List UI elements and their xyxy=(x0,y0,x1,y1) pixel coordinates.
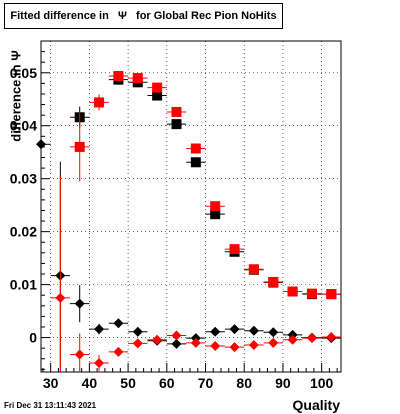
x-tick-label: 60 xyxy=(159,375,175,391)
diamond-marker xyxy=(306,333,317,344)
diamond-marker xyxy=(94,324,105,335)
square-marker xyxy=(190,157,201,168)
diamond-marker xyxy=(55,292,66,303)
x-axis-label: Quality xyxy=(292,397,340,413)
square-marker xyxy=(268,276,279,287)
x-tick-label: 90 xyxy=(275,375,291,391)
x-tick-label: 30 xyxy=(43,375,59,391)
square-marker xyxy=(306,288,317,299)
y-tick-label: 0.03 xyxy=(10,171,37,187)
plot-frame xyxy=(40,40,342,373)
square-marker xyxy=(94,97,105,108)
data-series xyxy=(50,176,341,372)
diamond-marker xyxy=(268,337,279,348)
diamond-marker xyxy=(268,327,279,338)
y-tick-label: 0 xyxy=(29,330,37,346)
y-tick-label: 0.05 xyxy=(10,65,37,81)
diamond-marker xyxy=(171,330,182,341)
diamond-marker xyxy=(229,324,240,335)
diamond-marker xyxy=(152,334,163,345)
diamond-marker xyxy=(113,346,124,357)
square-marker xyxy=(74,141,85,152)
square-marker xyxy=(152,82,163,93)
square-marker xyxy=(326,289,337,300)
diamond-marker xyxy=(287,334,298,345)
square-marker xyxy=(171,106,182,117)
data-layer xyxy=(36,41,341,372)
square-marker xyxy=(210,201,221,212)
square-marker xyxy=(248,264,259,275)
diamond-marker xyxy=(171,338,182,349)
chart-title: Fitted difference in Ψ for Global Rec Pi… xyxy=(4,3,283,29)
y-tick-label: 0.04 xyxy=(10,118,37,134)
grid-layer xyxy=(41,41,341,372)
square-marker xyxy=(229,244,240,255)
y-axis-label: difference in Ψ xyxy=(8,50,24,142)
diamond-marker xyxy=(326,332,337,343)
square-marker xyxy=(152,90,163,101)
x-tick-label: 80 xyxy=(236,375,252,391)
axis-layer: 30 40 50 60 70 80 90 100 0 0.01 0.02 0.03 0.04 0.05 xyxy=(10,40,342,391)
diamond-marker xyxy=(36,139,46,150)
y-tick-label: 0.01 xyxy=(10,277,37,293)
diamond-marker xyxy=(94,357,105,368)
square-marker xyxy=(171,119,182,130)
square-marker xyxy=(113,70,124,81)
x-tick-label: 50 xyxy=(120,375,136,391)
square-marker xyxy=(190,143,201,154)
y-tick-label: 0.02 xyxy=(10,224,37,240)
square-marker xyxy=(210,209,221,220)
diamond-marker xyxy=(74,349,85,360)
diamond-marker xyxy=(132,326,143,337)
x-tick-label: 100 xyxy=(310,375,334,391)
x-tick-label: 70 xyxy=(198,375,214,391)
diamond-marker xyxy=(248,339,259,350)
diamond-marker xyxy=(74,298,85,309)
data-series xyxy=(70,70,341,300)
diamond-marker xyxy=(190,337,201,348)
diamond-marker xyxy=(210,341,221,352)
diamond-marker xyxy=(113,318,124,329)
diamond-marker xyxy=(229,342,240,353)
diamond-marker xyxy=(210,326,221,337)
timestamp-footer: Fri Dec 31 13:11:43 2021 xyxy=(4,401,97,410)
square-marker xyxy=(132,73,143,84)
data-series xyxy=(36,41,341,372)
square-marker xyxy=(287,286,298,297)
diamond-marker xyxy=(132,338,143,349)
x-tick-label: 40 xyxy=(82,375,98,391)
diamond-marker xyxy=(248,325,259,336)
